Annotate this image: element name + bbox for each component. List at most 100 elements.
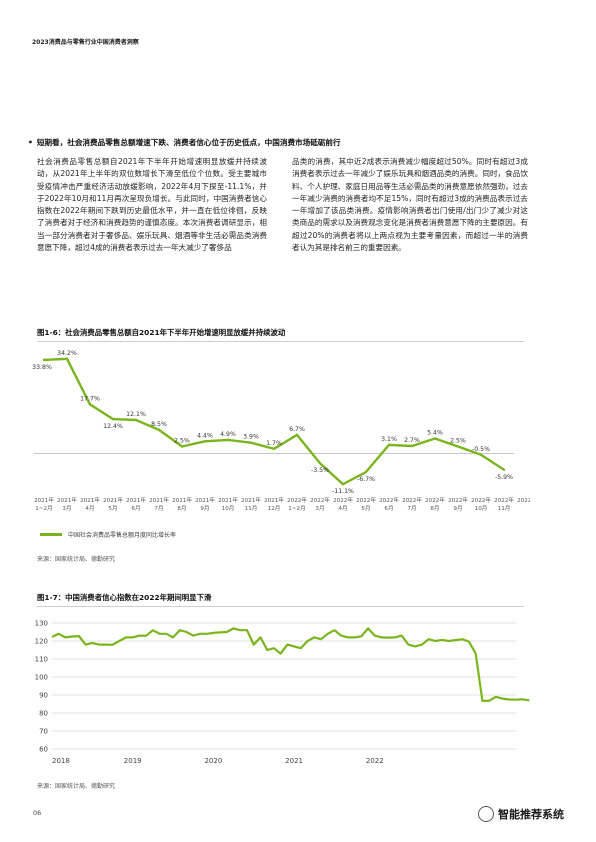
figure1-source: 来源：国家统计局、德勤研究 — [37, 556, 116, 563]
data-point — [134, 418, 138, 422]
data-point — [387, 443, 391, 447]
retail-sales-growth-chart: 33.8% 34.2% 17.7% 12.4%12.1% 8.5% 2.5% 4.4% 4.9… — [32, 350, 530, 512]
x-tick-label: 2021年 — [80, 496, 100, 504]
data-label: -6.7% — [357, 476, 375, 483]
x-tick-label: 2019 — [124, 757, 142, 765]
data-label: -5.9% — [495, 474, 513, 481]
data-point — [111, 417, 115, 421]
right-paragraph: 品类的消费，其中近2成表示消费减少幅度超过50%。同时有超过3成消费者表示过去一… — [292, 157, 528, 253]
figure2-title-rule — [37, 606, 524, 607]
x-tick-label: 2020 — [204, 757, 222, 765]
body-column-right: 品类的消费，其中近2成表示消费减少幅度超过50%。同时有超过3成消费者表示过去一… — [292, 156, 528, 254]
x-tick-label: 3月 — [62, 505, 71, 512]
report-header: 2023消费品与零售行业中国消费者洞察 — [32, 39, 139, 46]
y-tick-label: 120 — [35, 638, 48, 646]
data-point — [42, 358, 46, 362]
y-tick-label: 130 — [35, 620, 48, 628]
x-tick-label: 1~2月 — [35, 505, 52, 512]
data-point — [157, 428, 161, 432]
x-tick-label: 2022年 — [425, 496, 445, 504]
data-label: -0.5% — [472, 446, 490, 453]
x-tick-label: 10月 — [475, 505, 488, 512]
x-tick-label: 2021年 — [126, 496, 146, 504]
data-label: 1.7% — [266, 440, 282, 447]
data-label: 34.2% — [57, 350, 77, 357]
x-tick-label: 9月 — [200, 505, 209, 512]
x-tick-label: 2022年 — [402, 496, 422, 504]
x-tick-label: 8月 — [177, 505, 186, 512]
data-point — [456, 445, 460, 448]
x-tick-label: 2021年 — [172, 496, 192, 504]
x-tick-label: 1~2月 — [288, 505, 305, 512]
data-label: 4.9% — [220, 431, 236, 438]
data-point — [364, 470, 368, 474]
x-tick-label: 4月 — [85, 505, 94, 512]
bullet-icon: • — [28, 138, 33, 147]
x-tick-label: 2021年 — [241, 496, 261, 504]
figure2-source: 来源：国家统计局、德勤研究 — [37, 783, 116, 790]
x-tick-label: 2021年 — [34, 496, 54, 504]
series-line — [43, 357, 505, 486]
y-tick-label: 90 — [39, 692, 48, 700]
x-tick-label: 2021年 — [149, 496, 169, 504]
data-label: 2.7% — [404, 437, 420, 444]
x-tick-label: 9月 — [453, 505, 462, 512]
data-label: -3.5% — [311, 467, 329, 474]
data-point — [88, 403, 92, 406]
x-tick-label: 6月 — [131, 505, 140, 512]
data-point — [479, 453, 483, 457]
x-tick-label: 2022年 — [333, 496, 353, 504]
left-paragraph: 社会消费品零售总额自2021年下半年开始增速明显放缓并持续波动，从2021年上半… — [37, 157, 267, 253]
x-tick-label: 6月 — [384, 505, 393, 512]
x-tick-label: 7月 — [154, 505, 163, 512]
x-tick-label: 2022年 — [287, 496, 307, 504]
x-tick-label: 2021年 — [57, 496, 77, 504]
x-tick-label: 8月 — [430, 505, 439, 512]
x-tick-label: 2021年 — [103, 496, 123, 504]
data-label: 3.1% — [381, 436, 397, 443]
data-point — [65, 357, 69, 360]
watermark: 智能推荐系统 — [478, 806, 564, 822]
x-tick-label: 3月 — [315, 505, 324, 512]
figure1-title-rule — [37, 341, 524, 342]
x-tick-label: 2022 — [366, 757, 384, 765]
y-tick-label: 80 — [39, 710, 48, 718]
data-point — [433, 437, 437, 440]
x-tick-label: 2022年 — [310, 496, 330, 504]
wechat-icon — [478, 806, 494, 822]
watermark-text: 智能推荐系统 — [498, 808, 564, 821]
series-line — [51, 627, 530, 703]
x-tick-label: 11月 — [245, 505, 258, 512]
data-point — [295, 433, 299, 437]
data-label: 2.5% — [450, 438, 466, 445]
data-point — [203, 440, 207, 443]
section-title: • 短期看，社会消费品零售总额增速下跌、消费者信心位于历史低点，中国消费市场砥砺前… — [28, 137, 341, 148]
consumer-confidence-chart: 60 70 80 90 100 110 120 130 2018 2019 2020 2021 2022 — [35, 620, 530, 765]
x-tick-label: 7月 — [407, 505, 416, 512]
x-tick-label: 2022年 — [494, 496, 514, 504]
data-label: 5.4% — [427, 430, 443, 437]
body-column-left: 社会消费品零售总额自2021年下半年开始增速明显放缓并持续波动，从2021年上半… — [37, 156, 267, 254]
figure1-legend: 中国社会消费品零售总额月度同比增长率 — [40, 530, 176, 539]
x-tick-label: 10月 — [222, 505, 235, 512]
data-point — [249, 441, 253, 444]
x-tick-label: 2022年 — [356, 496, 376, 504]
x-tick-label: 5月 — [361, 505, 370, 512]
data-point — [410, 444, 414, 448]
data-point — [318, 461, 322, 465]
page-number: 06 — [33, 809, 42, 817]
figure1-title: 图1-6：社会消费品零售总额自2021年下半年开始增速明显放缓并持续波动 — [37, 328, 286, 337]
x-tick-label: 2021 — [285, 757, 303, 765]
y-tick-label: 100 — [35, 674, 48, 682]
data-label: 2.5% — [174, 438, 190, 445]
x-tick-label: 2022年 — [379, 496, 399, 504]
x-tick-label: 5月 — [108, 505, 117, 512]
x-tick-label: 2021年 — [264, 496, 284, 504]
data-label: 17.7% — [80, 395, 100, 402]
x-tick-label: 2021年 — [195, 496, 215, 504]
data-label: 6.7% — [289, 426, 305, 433]
y-tick-label: 70 — [39, 728, 48, 736]
x-tick-label: 12月 — [268, 505, 281, 512]
data-label: 33.8% — [32, 364, 52, 371]
x-tick-label: 2018 — [52, 757, 70, 765]
